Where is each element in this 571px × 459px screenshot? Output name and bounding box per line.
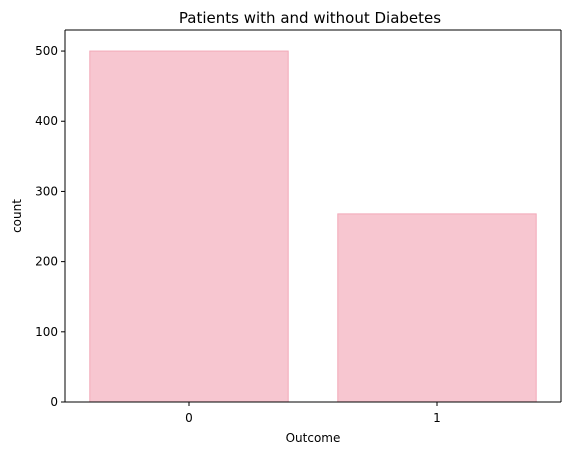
x-tick-label: 1 [433, 411, 441, 425]
y-tick-label: 400 [35, 114, 58, 128]
y-tick-label: 300 [35, 184, 58, 198]
y-axis-title: count [10, 199, 24, 233]
x-tick-label: 0 [185, 411, 193, 425]
y-tick-label: 100 [35, 325, 58, 339]
y-axis-ticks: 0 100 200 300 400 500 [35, 44, 65, 409]
bar-1 [337, 213, 537, 403]
bar-0 [89, 50, 289, 403]
bars-layer [89, 50, 537, 403]
chart-title: Patients with and without Diabetes [179, 9, 441, 27]
y-tick-label: 500 [35, 44, 58, 58]
y-tick-label: 0 [50, 395, 58, 409]
y-tick-label: 200 [35, 255, 58, 269]
x-axis-title: Outcome [286, 431, 341, 445]
